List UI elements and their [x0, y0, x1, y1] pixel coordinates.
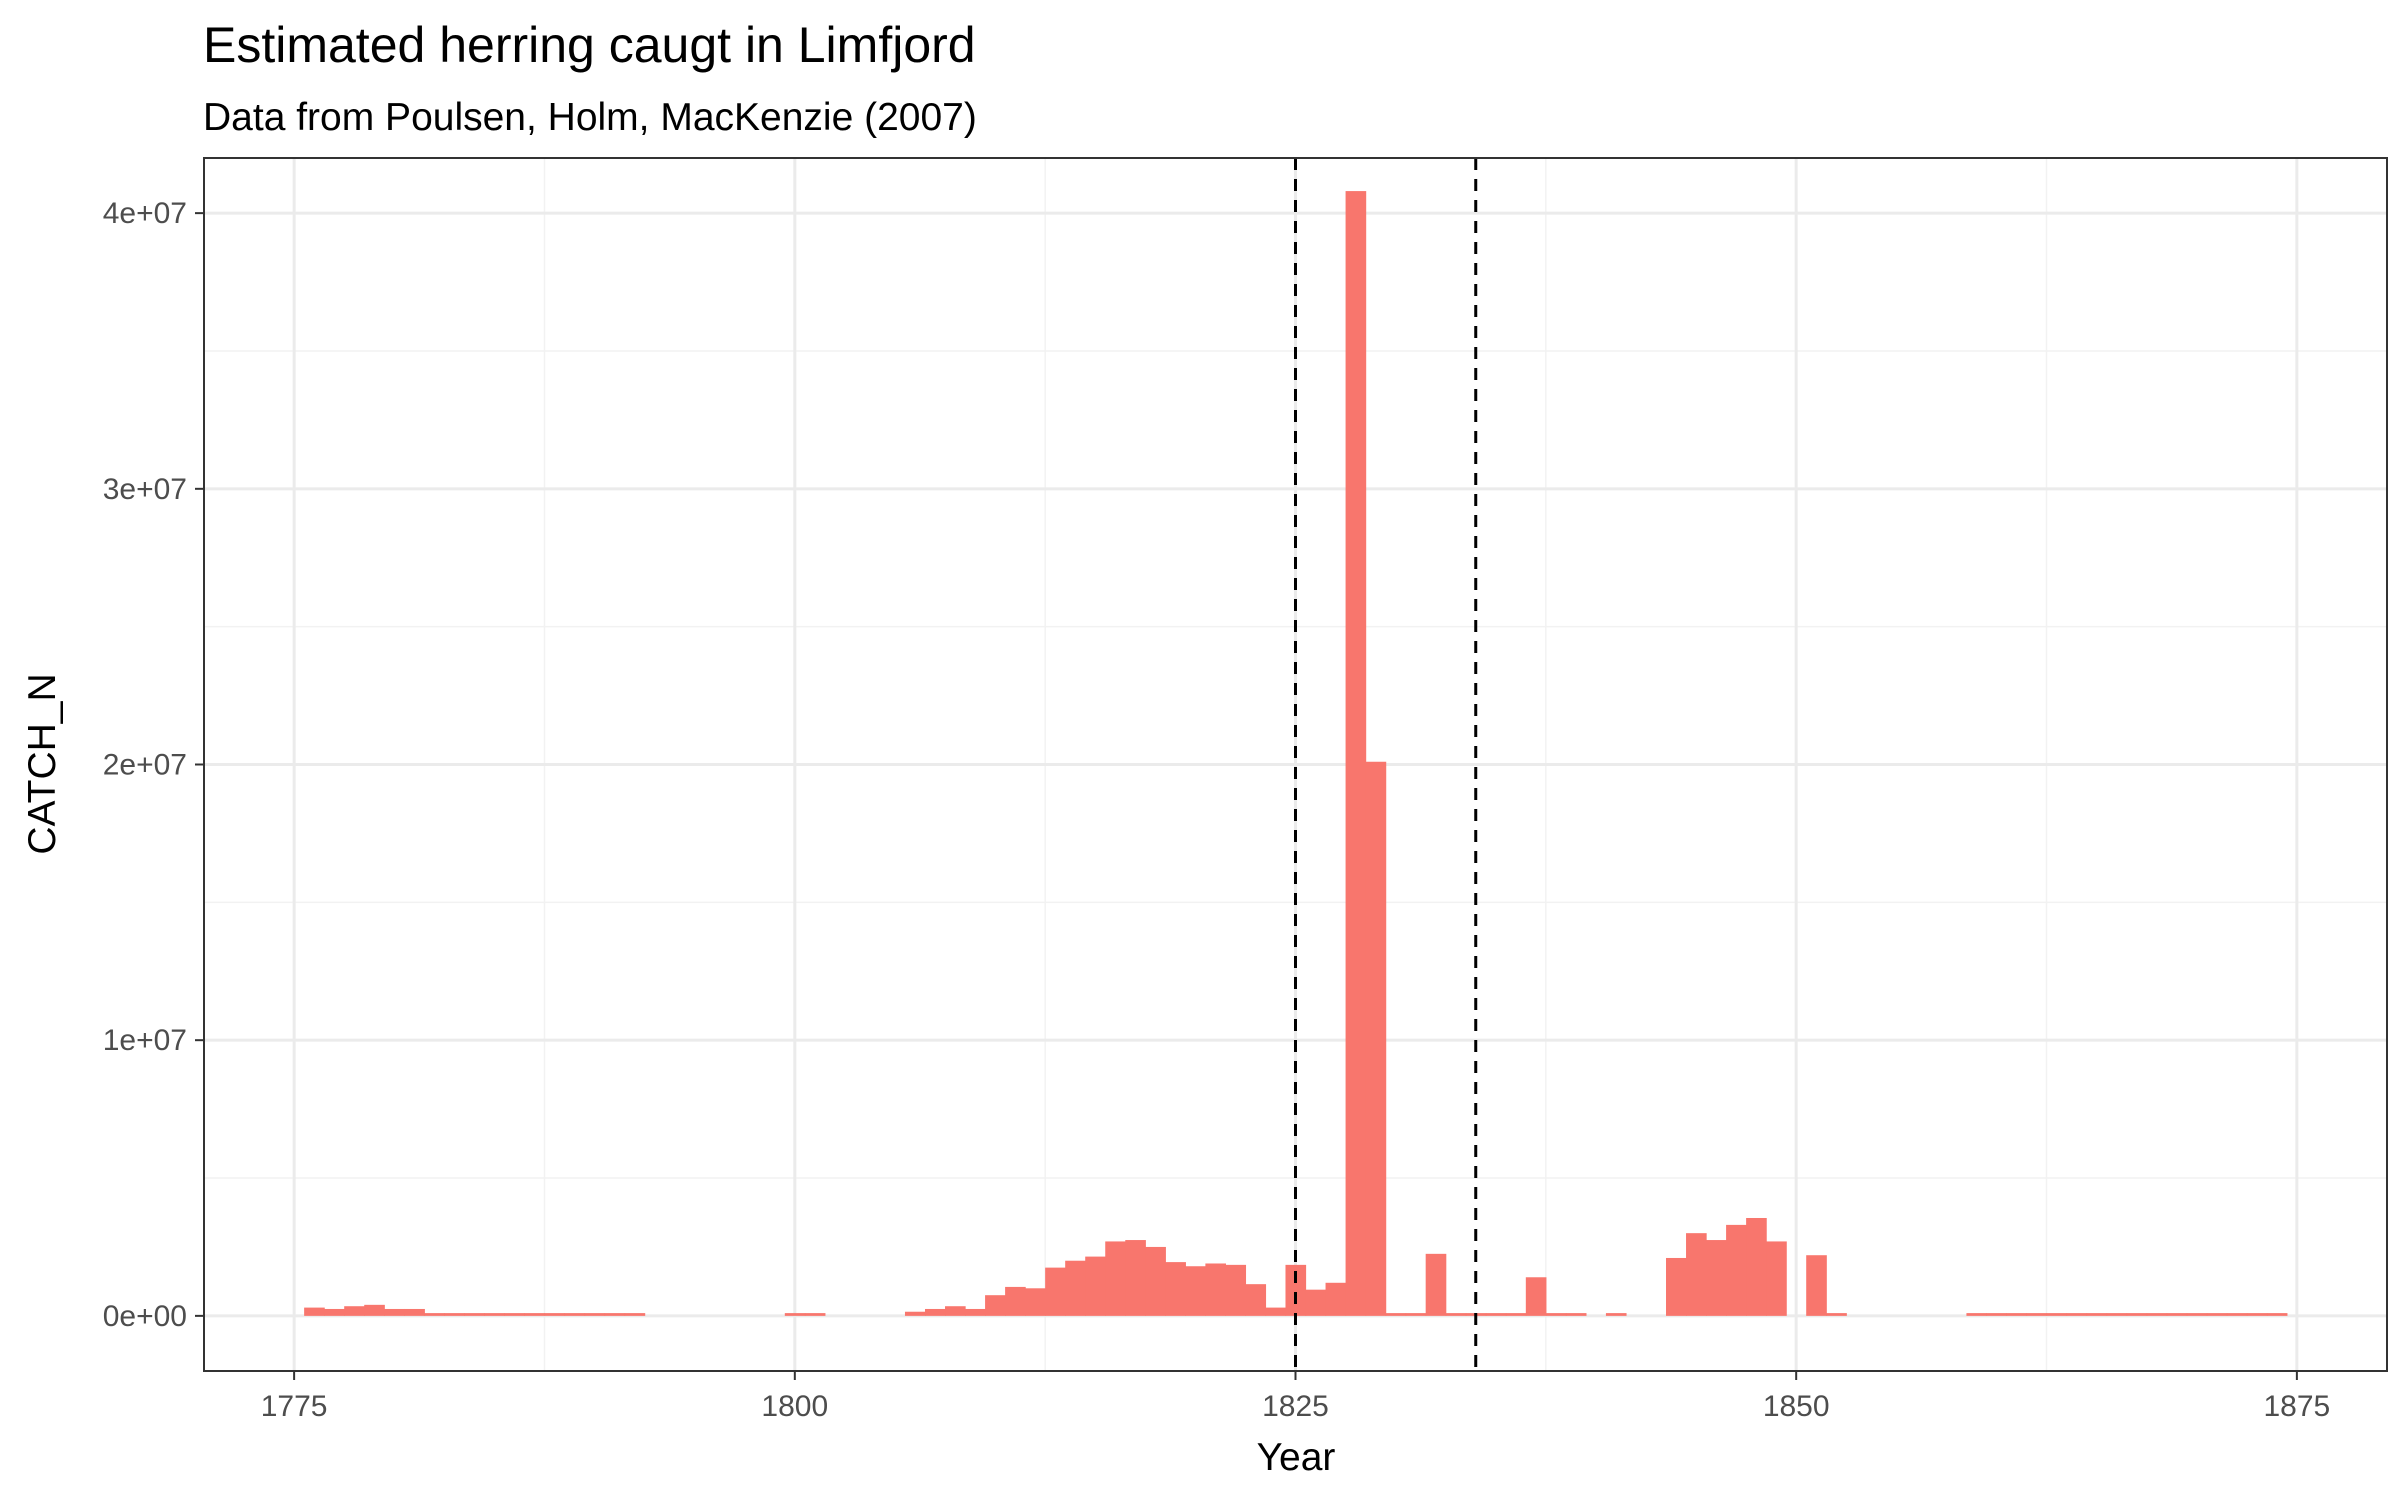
bar [1986, 1313, 2008, 1316]
bar [945, 1306, 966, 1316]
bar [2266, 1313, 2288, 1316]
bar [1405, 1313, 1427, 1316]
bar [1045, 1267, 1066, 1316]
bar [1425, 1253, 1447, 1316]
bar [1025, 1288, 1046, 1316]
bar [985, 1295, 1006, 1316]
bar [424, 1313, 445, 1316]
bar [304, 1307, 325, 1316]
bar [1325, 1282, 1347, 1316]
bar [1225, 1264, 1247, 1316]
bar [1525, 1277, 1547, 1316]
bar [2246, 1313, 2268, 1316]
bar [1385, 1313, 1407, 1316]
bar [524, 1313, 546, 1316]
bar [1706, 1240, 1727, 1316]
bar [784, 1313, 806, 1316]
bar [504, 1313, 526, 1316]
y-tick-label: 3e+07 [103, 473, 187, 506]
x-tick-label: 1775 [261, 1390, 328, 1423]
y-tick-label: 2e+07 [103, 749, 187, 782]
bar [1485, 1313, 1507, 1316]
bar [2046, 1313, 2068, 1316]
y-axis: 0e+00 1e+07 2e+07 3e+07 4e+07 [103, 197, 204, 1333]
x-axis: 1775 1800 1825 1850 1875 [261, 1371, 2331, 1423]
bar [2206, 1313, 2228, 1316]
bar [2146, 1313, 2168, 1316]
bar [1165, 1262, 1186, 1316]
bar [1565, 1313, 1587, 1316]
bar [624, 1313, 646, 1316]
y-axis-title: CATCH_N [21, 673, 64, 854]
reference-lines [1294, 158, 1478, 1371]
bar [1545, 1313, 1567, 1316]
y-tick-label: 1e+07 [103, 1024, 187, 1057]
bar [804, 1313, 826, 1316]
x-tick-label: 1850 [1763, 1390, 1830, 1423]
bar [604, 1313, 626, 1316]
bar [444, 1313, 465, 1316]
bar [1806, 1255, 1827, 1316]
bar [2066, 1313, 2088, 1316]
bar [1265, 1307, 1287, 1316]
y-tick-label: 4e+07 [103, 197, 187, 230]
bar [2186, 1313, 2208, 1316]
bar [1345, 191, 1367, 1316]
bar [1245, 1284, 1267, 1316]
x-axis-title: Year [1257, 1436, 1336, 1479]
bar [544, 1313, 566, 1316]
bar [564, 1313, 586, 1316]
bar [1686, 1233, 1707, 1316]
bar [344, 1306, 365, 1316]
bar [1125, 1240, 1146, 1316]
bar [2086, 1313, 2108, 1316]
bar [464, 1313, 485, 1316]
bar [2166, 1313, 2188, 1316]
bar [1726, 1224, 1747, 1316]
bar [2126, 1313, 2148, 1316]
bar [1205, 1263, 1227, 1316]
bar [2106, 1313, 2128, 1316]
chart-subtitle: Data from Poulsen, Holm, MacKenzie (2007… [203, 96, 977, 139]
bar [1445, 1313, 1467, 1316]
bar [384, 1308, 405, 1316]
bar [404, 1308, 425, 1316]
bar [1145, 1246, 1166, 1316]
bar [1505, 1313, 1527, 1316]
bar [1966, 1313, 1988, 1316]
bar [2226, 1313, 2248, 1316]
bar [1766, 1241, 1787, 1316]
y-tick-label: 0e+00 [103, 1300, 187, 1333]
x-tick-label: 1800 [761, 1390, 828, 1423]
bar [1285, 1264, 1307, 1316]
bar [1605, 1313, 1627, 1316]
bar [324, 1308, 345, 1316]
bar [924, 1308, 946, 1316]
bar [904, 1311, 926, 1316]
bar [484, 1313, 506, 1316]
bar [1085, 1256, 1106, 1316]
bar [364, 1304, 385, 1316]
bar [965, 1308, 986, 1316]
x-tick-label: 1875 [2264, 1390, 2331, 1423]
bars [304, 191, 2288, 1316]
bar [1746, 1217, 1767, 1316]
bar [1365, 761, 1387, 1316]
bar [1005, 1286, 1026, 1316]
chart-title: Estimated herring caugt in Limfjord [203, 17, 976, 73]
bar [2026, 1313, 2048, 1316]
bar [584, 1313, 606, 1316]
bar [2006, 1313, 2028, 1316]
bar [1666, 1257, 1687, 1316]
x-tick-label: 1825 [1262, 1390, 1329, 1423]
bar [1305, 1289, 1327, 1316]
bar [1826, 1313, 1847, 1316]
bar [1105, 1241, 1126, 1316]
bar [1065, 1260, 1086, 1316]
bar [1185, 1266, 1206, 1316]
